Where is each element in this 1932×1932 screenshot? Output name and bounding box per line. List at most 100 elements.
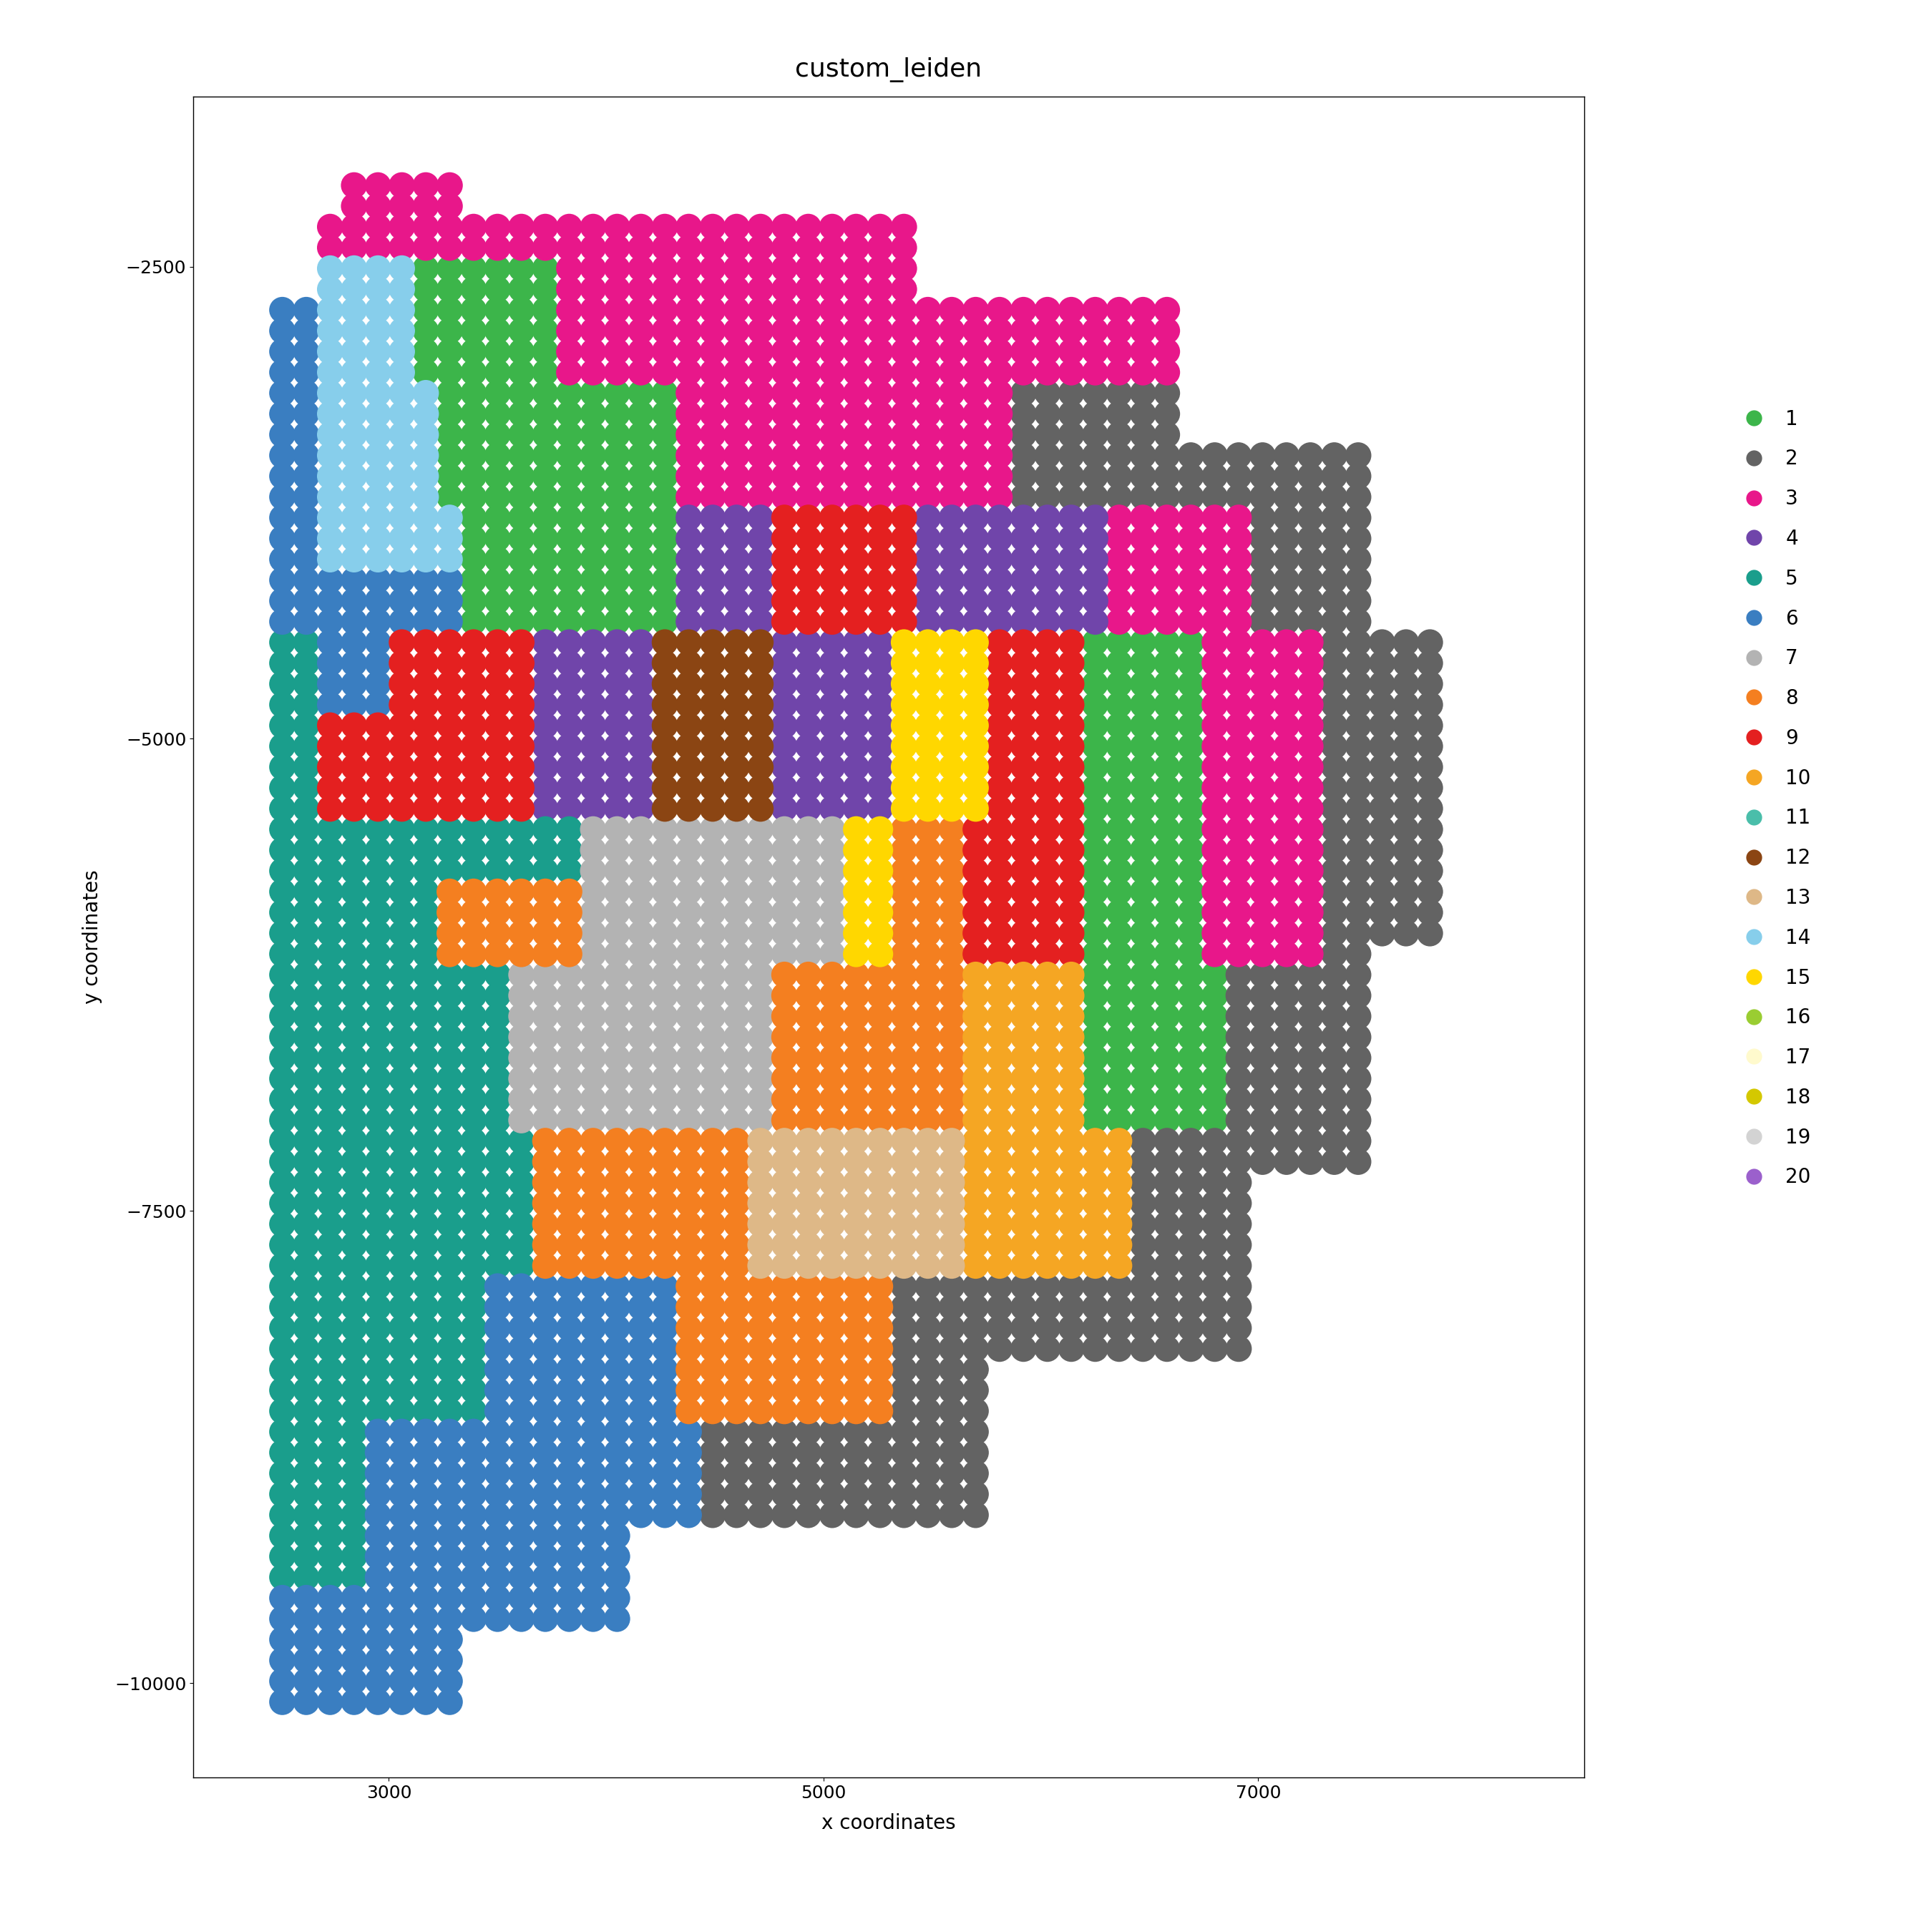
14 — [410, 502, 440, 533]
1 — [1128, 794, 1159, 825]
2 — [1223, 1126, 1254, 1157]
1 — [1175, 730, 1206, 761]
6 — [410, 1520, 440, 1551]
1 — [1080, 1001, 1111, 1032]
5 — [363, 1250, 394, 1281]
5 — [483, 1250, 514, 1281]
4 — [1080, 543, 1111, 574]
1 — [649, 564, 680, 595]
2 — [1248, 1043, 1279, 1074]
5 — [338, 1209, 369, 1240]
5 — [363, 1229, 394, 1260]
6 — [649, 1354, 680, 1385]
6 — [363, 585, 394, 616]
7 — [792, 856, 823, 887]
9 — [866, 564, 896, 595]
2 — [1271, 1063, 1302, 1094]
2 — [746, 1459, 777, 1490]
3 — [410, 170, 440, 201]
3 — [1103, 564, 1134, 595]
4 — [792, 730, 823, 761]
2 — [1414, 628, 1445, 659]
3 — [1151, 585, 1182, 616]
9 — [983, 856, 1014, 887]
9 — [1009, 647, 1039, 678]
4 — [674, 585, 705, 616]
6 — [363, 1520, 394, 1551]
5 — [386, 1376, 417, 1406]
8 — [721, 1250, 752, 1281]
9 — [483, 668, 514, 699]
8 — [840, 1043, 871, 1074]
2 — [1248, 585, 1279, 616]
6 — [338, 1604, 369, 1634]
6 — [315, 1644, 346, 1675]
3 — [1223, 543, 1254, 574]
2 — [1080, 377, 1111, 408]
6 — [290, 419, 321, 450]
1 — [601, 524, 632, 554]
2 — [1032, 398, 1063, 429]
3 — [626, 232, 657, 263]
6 — [529, 1293, 560, 1323]
2 — [1343, 1146, 1374, 1177]
3 — [578, 232, 609, 263]
1 — [554, 377, 585, 408]
4 — [601, 628, 632, 659]
9 — [506, 752, 537, 782]
8 — [721, 1376, 752, 1406]
6 — [458, 1478, 489, 1509]
5 — [483, 980, 514, 1010]
3 — [626, 253, 657, 284]
10 — [1055, 1022, 1086, 1053]
3 — [889, 232, 920, 263]
9 — [483, 730, 514, 761]
2 — [1414, 856, 1445, 887]
1 — [554, 564, 585, 595]
9 — [506, 773, 537, 804]
15 — [912, 668, 943, 699]
10 — [983, 1022, 1014, 1053]
1 — [578, 398, 609, 429]
6 — [649, 1478, 680, 1509]
6 — [267, 294, 298, 325]
6 — [290, 502, 321, 533]
4 — [792, 647, 823, 678]
6 — [601, 1561, 632, 1592]
2 — [937, 1499, 968, 1530]
10 — [960, 1229, 991, 1260]
4 — [769, 690, 800, 721]
9 — [410, 628, 440, 659]
3 — [578, 211, 609, 241]
6 — [506, 1582, 537, 1613]
4 — [697, 543, 728, 574]
2 — [960, 1499, 991, 1530]
3 — [769, 294, 800, 325]
2 — [721, 1478, 752, 1509]
8 — [769, 980, 800, 1010]
5 — [458, 1063, 489, 1094]
1 — [1128, 1043, 1159, 1074]
1 — [506, 440, 537, 471]
6 — [338, 668, 369, 699]
7 — [769, 918, 800, 949]
8 — [937, 1105, 968, 1136]
8 — [817, 1043, 848, 1074]
7 — [721, 960, 752, 991]
13 — [912, 1250, 943, 1281]
3 — [817, 232, 848, 263]
3 — [1294, 794, 1325, 825]
3 — [338, 191, 369, 222]
3 — [817, 398, 848, 429]
1 — [1151, 794, 1182, 825]
5 — [554, 835, 585, 866]
6 — [363, 1542, 394, 1573]
5 — [410, 835, 440, 866]
13 — [746, 1188, 777, 1219]
4 — [746, 502, 777, 533]
6 — [601, 1293, 632, 1323]
3 — [792, 336, 823, 367]
9 — [315, 794, 346, 825]
10 — [1009, 980, 1039, 1010]
1 — [1175, 647, 1206, 678]
